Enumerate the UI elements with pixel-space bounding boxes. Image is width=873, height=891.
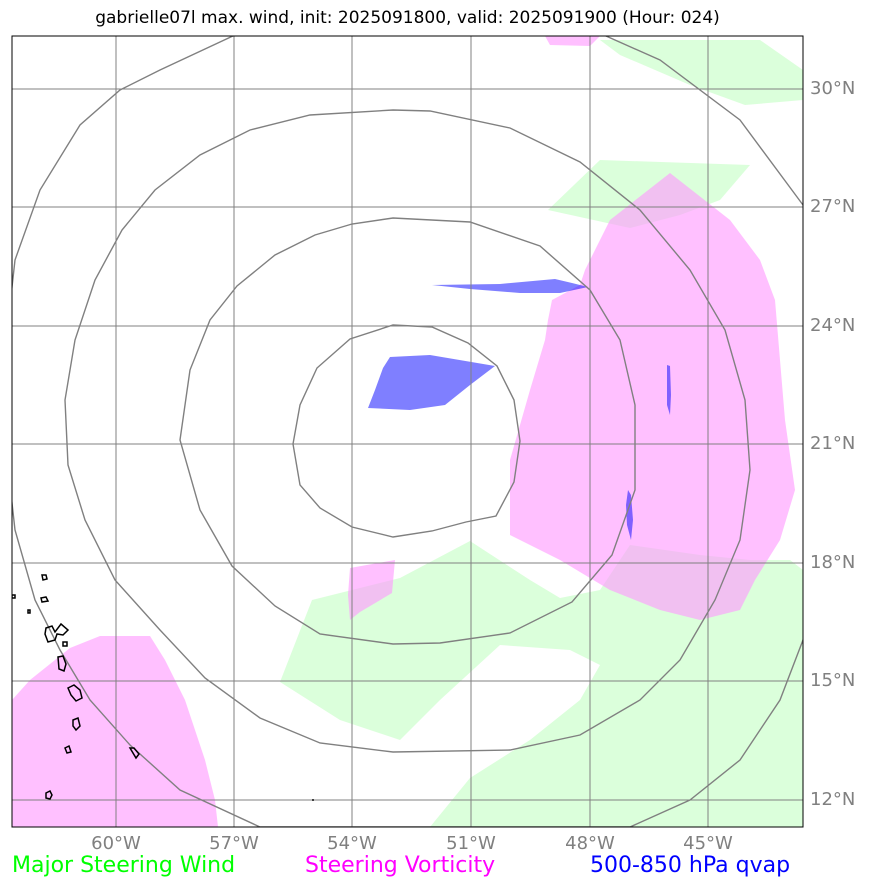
vorticity-area-east	[510, 173, 795, 620]
legend-steering-vorticity: Steering Vorticity	[305, 853, 496, 878]
vorticity-area-southwest	[12, 636, 218, 827]
map-frame	[11, 35, 804, 828]
lat-label-15n: 15°N	[810, 670, 856, 691]
island-st-lucia	[72, 716, 81, 732]
island-st-vincent	[64, 744, 72, 754]
island-barbados	[128, 747, 140, 760]
qvap-streak	[432, 279, 588, 293]
lon-label-54w: 54°W	[327, 833, 377, 854]
island-martinique	[67, 684, 83, 702]
range-rings	[12, 36, 803, 827]
lat-label-30n: 30°N	[810, 78, 856, 99]
range-ring-4	[12, 36, 803, 827]
island-1	[41, 574, 48, 581]
qvap-area-center	[368, 355, 495, 410]
qvap-layer	[368, 279, 671, 540]
lat-label-18n: 18°N	[810, 552, 856, 573]
island-2	[40, 596, 50, 603]
island-5	[62, 641, 68, 647]
island-4	[27, 609, 31, 614]
graticule	[12, 36, 803, 827]
lat-label-27n: 27°N	[810, 196, 856, 217]
lon-label-57w: 57°W	[209, 833, 259, 854]
coastlines	[12, 574, 314, 801]
chart-title: gabrielle07l max. wind, init: 2025091800…	[95, 8, 720, 28]
vorticity-area-north-edge	[545, 36, 600, 46]
island-3	[12, 594, 16, 599]
range-ring-3	[64, 109, 751, 753]
range-ring-1	[292, 324, 521, 538]
lon-label-45w: 45°W	[683, 833, 733, 854]
island-dominica	[57, 655, 67, 673]
lon-label-60w: 60°W	[91, 833, 141, 854]
legend-steering-wind: Major Steering Wind	[12, 853, 236, 878]
steering-vorticity-layer	[12, 36, 795, 827]
island-grenadines	[45, 789, 53, 800]
lat-label-12n: 12°N	[810, 789, 856, 810]
range-ring-2	[179, 217, 636, 645]
lat-label-24n: 24°N	[810, 315, 856, 336]
lon-label-48w: 48°W	[565, 833, 615, 854]
legend-qvap: 500-850 hPa qvap	[590, 853, 791, 878]
vorticity-area-small	[348, 560, 395, 620]
lat-label-21n: 21°N	[810, 433, 856, 454]
island-guadeloupe	[44, 622, 70, 643]
qvap-sliver-east	[667, 365, 671, 415]
lon-label-51w: 51°W	[446, 833, 496, 854]
